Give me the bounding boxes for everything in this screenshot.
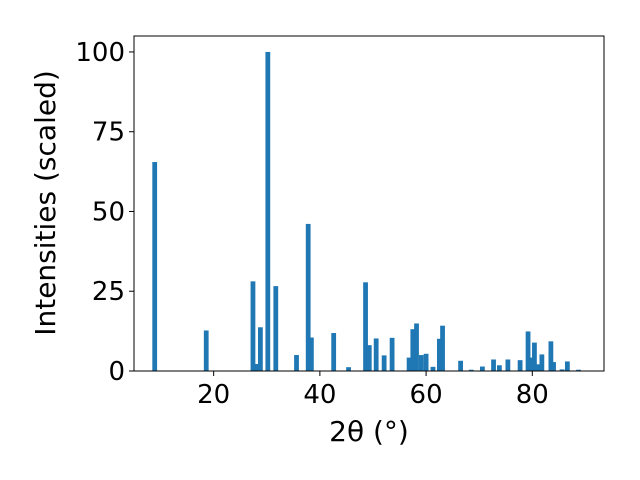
bar xyxy=(265,51,271,371)
x-tick-label: 80 xyxy=(516,380,549,410)
y-tick-label: 100 xyxy=(75,38,125,68)
bar-series xyxy=(152,51,581,371)
y-tick-label: 25 xyxy=(92,277,125,307)
y-axis: 0 25 50 75 100 xyxy=(75,38,134,387)
bar xyxy=(505,359,511,371)
x-axis-label: 2θ (°) xyxy=(329,415,409,448)
y-tick-label: 50 xyxy=(92,197,125,227)
bar xyxy=(373,338,379,371)
bar xyxy=(346,367,351,371)
plot-area-frame xyxy=(133,35,605,372)
y-tick-label: 75 xyxy=(92,118,125,148)
bar xyxy=(525,331,531,371)
bar xyxy=(294,355,299,371)
bar xyxy=(576,369,581,371)
bar xyxy=(418,355,424,371)
bar xyxy=(535,364,541,371)
bar xyxy=(468,369,474,371)
bar xyxy=(366,345,372,371)
bar xyxy=(258,327,263,371)
bar xyxy=(539,354,545,371)
bar xyxy=(479,366,485,371)
bar xyxy=(250,281,256,371)
bar xyxy=(491,359,496,371)
bar xyxy=(528,357,534,371)
bar xyxy=(517,360,523,371)
bar xyxy=(458,360,463,371)
bar xyxy=(305,223,311,371)
bar xyxy=(363,282,368,371)
bar xyxy=(423,353,429,371)
bar xyxy=(152,162,158,371)
bar xyxy=(436,338,442,371)
bar xyxy=(564,361,570,371)
bar xyxy=(273,286,279,371)
y-tick-label: 0 xyxy=(108,357,125,387)
bar xyxy=(331,333,337,371)
bar xyxy=(203,330,209,371)
bar xyxy=(559,369,565,371)
bar xyxy=(381,355,387,371)
bar xyxy=(440,325,445,371)
bar xyxy=(414,323,419,371)
x-tick-label: 40 xyxy=(303,380,336,410)
bar xyxy=(389,337,395,371)
bar xyxy=(253,363,259,371)
bar xyxy=(532,342,537,371)
bar xyxy=(410,329,416,371)
bar xyxy=(430,366,436,371)
bar xyxy=(551,362,556,371)
y-axis-label: Intensities (scaled) xyxy=(29,70,62,336)
x-tick-label: 60 xyxy=(410,380,443,410)
bar xyxy=(548,341,554,371)
x-axis: 20 40 60 80 xyxy=(197,371,549,410)
bar xyxy=(308,337,314,371)
x-tick-label: 20 xyxy=(197,380,230,410)
bar xyxy=(496,365,502,371)
bar xyxy=(406,357,412,371)
